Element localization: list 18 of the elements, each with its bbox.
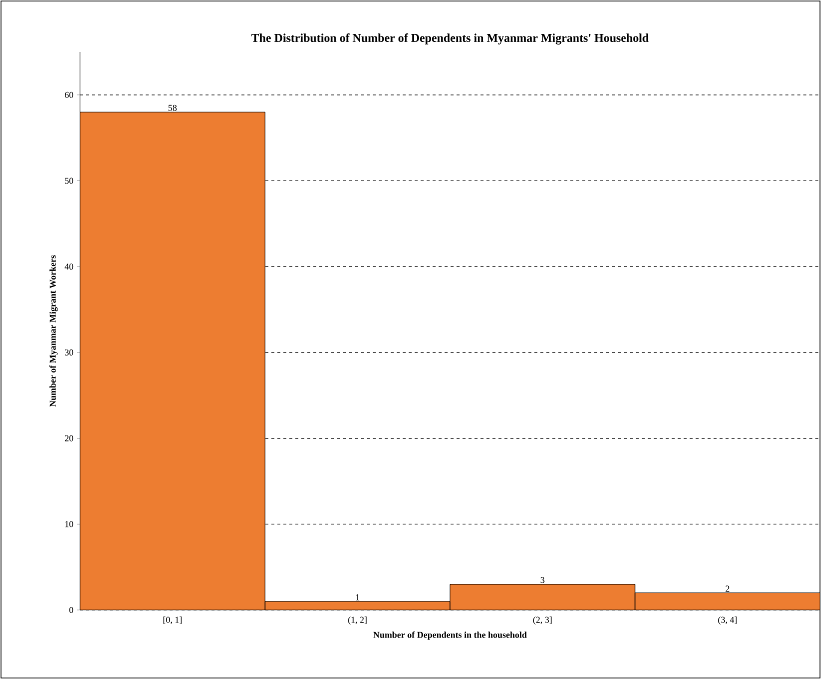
data-label: 1: [356, 594, 360, 600]
y-axis-title: Number of Myanmar Migrant Workers: [49, 255, 58, 407]
y-tick-label: 60: [64, 92, 74, 98]
y-tick-label: 0: [69, 606, 74, 614]
x-tick-label: [0, 1]: [163, 616, 182, 624]
data-label: 3: [540, 577, 544, 584]
y-tick-label: 50: [65, 178, 74, 184]
x-tick-label: (3, 4]: [718, 616, 737, 625]
data-label: 2: [726, 586, 730, 592]
x-tick-label: (2, 3]: [533, 616, 552, 625]
x-axis-title: Number of Dependents in the household: [373, 631, 527, 640]
y-tick-label: 40: [64, 264, 74, 270]
y-tick-label: 30: [64, 349, 74, 356]
x-tick-label: (1, 2]: [348, 616, 367, 625]
y-tick-label: 20: [64, 435, 74, 442]
chart-title: The Distribution of Number of Dependents in Myanmar Migrants' Household: [251, 33, 649, 44]
y-tick-label: 10: [65, 521, 74, 528]
data-label: 58: [168, 104, 177, 111]
